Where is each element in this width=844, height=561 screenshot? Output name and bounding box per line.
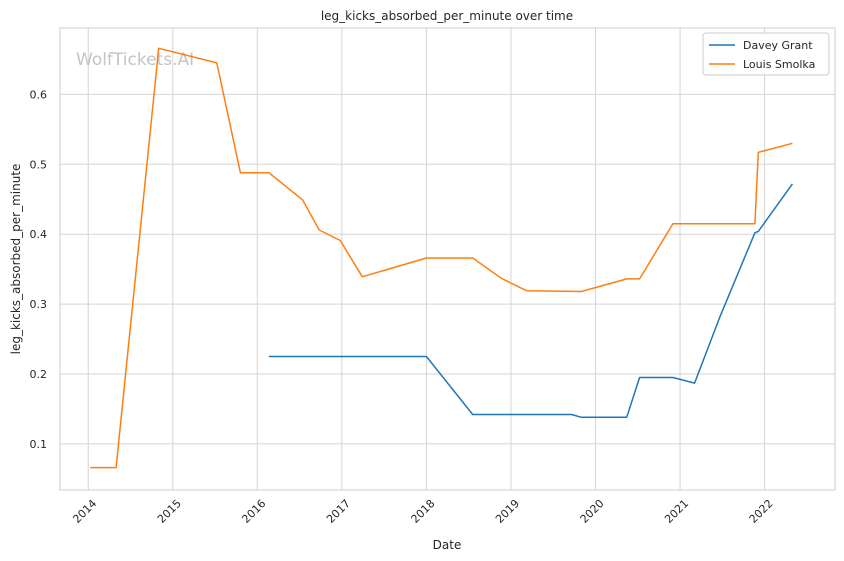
y-axis-label: leg_kicks_absorbed_per_minute [9,164,23,355]
y-tick-label: 0.5 [30,158,48,171]
legend-label: Davey Grant [743,39,813,52]
chart-title: leg_kicks_absorbed_per_minute over time [321,9,573,23]
y-tick-label: 0.3 [30,298,48,311]
series-layer [90,47,794,469]
series-line-louis-smolka [90,47,793,469]
y-tick-label: 0.6 [30,88,48,101]
y-tick-label: 0.2 [30,368,48,381]
y-axis-ticks: 0.1 0.2 0.3 0.4 0.5 0.6 [30,88,48,450]
series-line-davey-grant [268,183,794,419]
legend: Davey Grant Louis Smolka [702,32,830,76]
watermark: WolfTickets.AI [76,50,194,70]
legend-label: Louis Smolka [743,58,815,71]
x-axis-label: Date [433,538,462,552]
y-tick-label: 0.1 [30,438,48,451]
plot-area-frame [59,27,836,491]
grid [60,28,835,490]
y-tick-label: 0.4 [30,228,48,241]
